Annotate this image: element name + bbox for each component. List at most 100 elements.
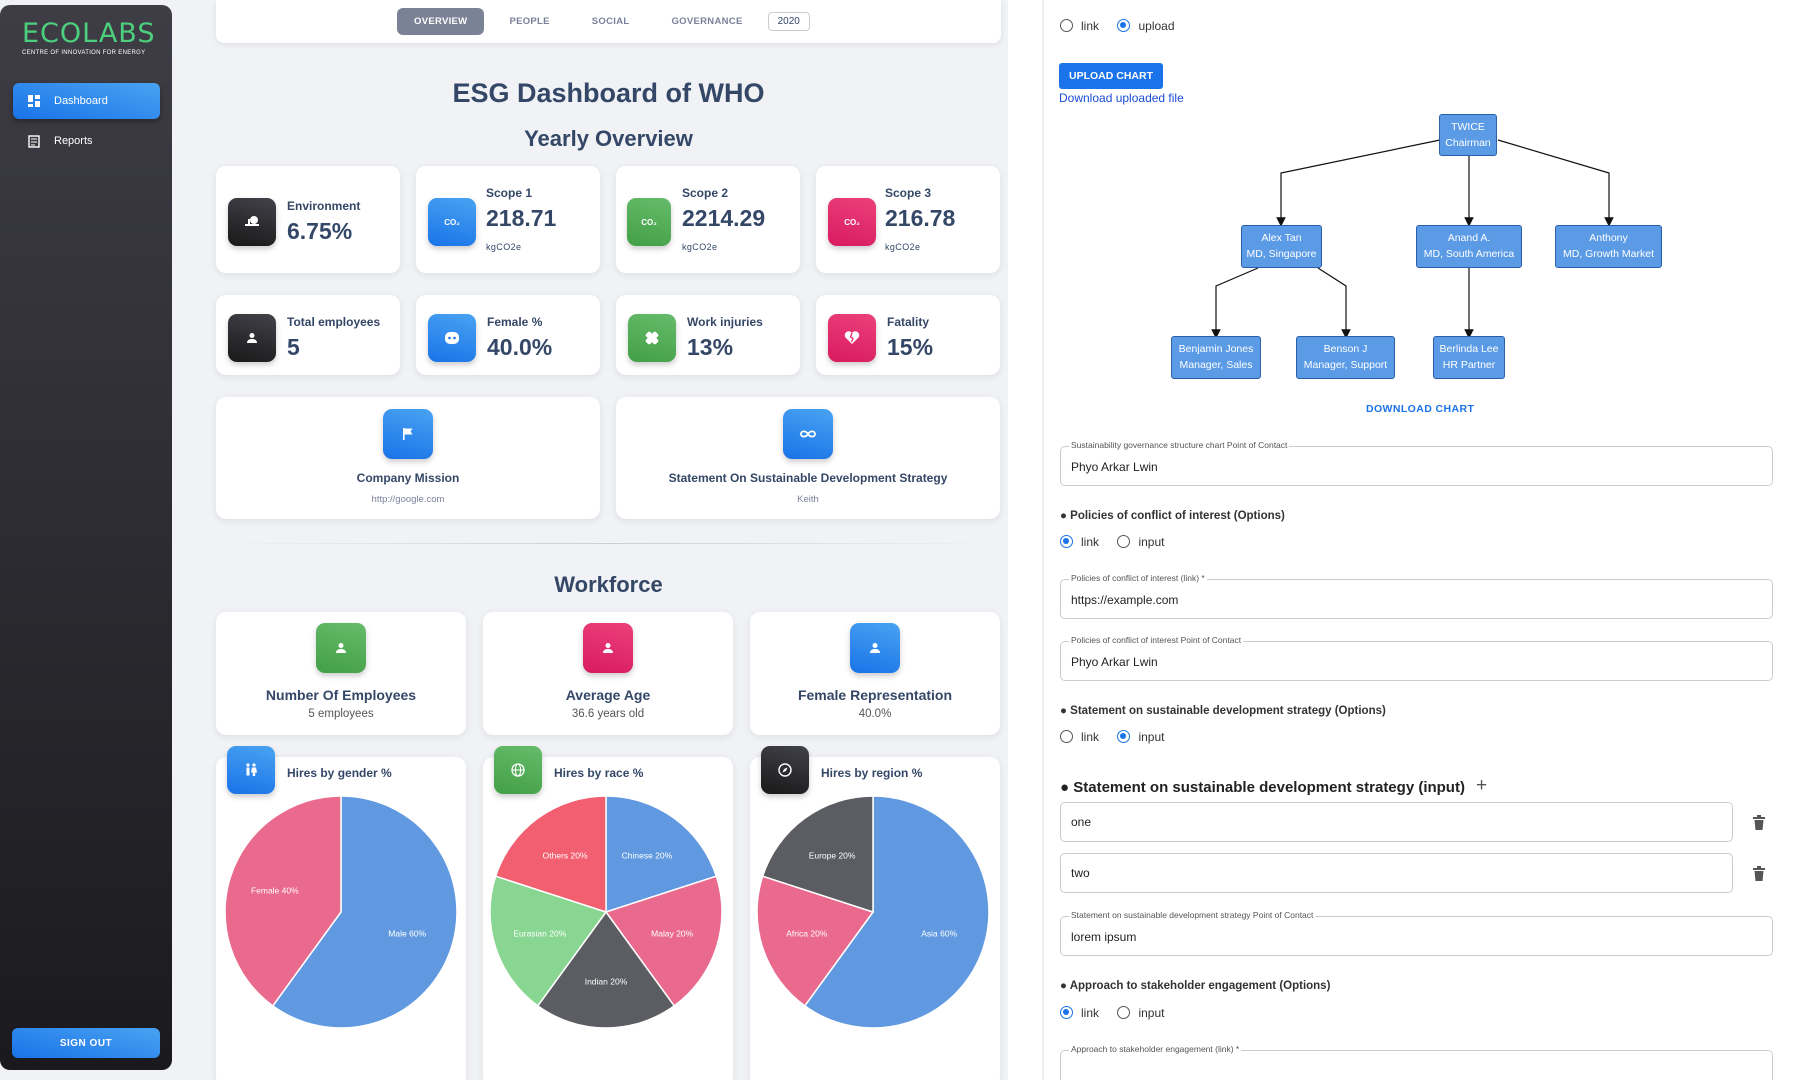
stat-label: Female % (487, 315, 543, 329)
org-node-a2[interactable]: Benson J Manager, Support (1296, 336, 1395, 379)
compass-icon (761, 746, 809, 794)
yearly-overview-title: Yearly Overview (524, 126, 693, 151)
sign-out-button[interactable]: SIGN OUT (12, 1028, 160, 1058)
org-node-c[interactable]: Anthony MD, Growth Market (1555, 225, 1662, 268)
sidebar-item-reports[interactable]: Reports (13, 123, 160, 159)
pie-slice-label: Malay 20% (651, 929, 693, 939)
face-icon (428, 314, 476, 362)
sidebar-item-dashboard[interactable]: Dashboard (13, 83, 160, 119)
panel-divider (1042, 0, 1044, 1080)
radio-label: upload (1138, 18, 1175, 33)
sds-input-title: ● Statement on sustainable development s… (1060, 779, 1465, 796)
radio-link[interactable] (1060, 730, 1073, 744)
environment-icon (228, 198, 276, 246)
sds-contact-field[interactable]: Statement on sustainable development str… (1060, 910, 1773, 956)
radio-link[interactable] (1060, 535, 1073, 549)
pie-slice-label: Female 40% (251, 885, 299, 895)
field-value: one (1071, 815, 1092, 829)
page-title: ESG Dashboard of WHO (452, 78, 765, 108)
download-uploaded-file-link[interactable]: Download uploaded file (1059, 91, 1184, 105)
radio-input[interactable] (1117, 535, 1131, 549)
pie-slice-label: Indian 20% (585, 977, 628, 987)
sidebar-item-label: Dashboard (54, 95, 108, 107)
field-value: Phyo Arkar Lwin (1071, 460, 1158, 474)
workforce-card-age: Average Age 36.6 years old (483, 612, 733, 735)
pie-slice-label: Eurasian 20% (513, 929, 566, 939)
sds-item-field[interactable]: two (1060, 853, 1733, 893)
org-node-b1[interactable]: Berlinda Lee HR Partner (1433, 336, 1505, 379)
pie-slice (756, 875, 875, 1007)
field-value: lorem ipsum (1071, 930, 1137, 944)
tab-governance[interactable]: GOVERNANCE (671, 16, 743, 27)
upload-chart-button[interactable]: UPLOAD CHART (1059, 63, 1163, 89)
chart-title: Hires by gender % (287, 766, 392, 780)
person-icon (316, 623, 366, 673)
org-node-b[interactable]: Anand A. MD, South America (1416, 225, 1522, 268)
coi-link-field[interactable]: Policies of conflict of interest (link) … (1060, 573, 1773, 619)
coi-options-title: ● Policies of conflict of interest (Opti… (1060, 510, 1285, 522)
tab-people[interactable]: PEOPLE (509, 16, 550, 27)
tab-social[interactable]: SOCIAL (591, 16, 630, 27)
stat-card-scope2: CO₂ Scope 2 2214.29 kgCO2e (616, 166, 800, 273)
dashboard-icon (27, 95, 40, 108)
trash-icon[interactable] (1752, 815, 1766, 830)
person-icon (583, 623, 633, 673)
chart-source-options: link upload (1060, 17, 1189, 35)
stat-label: Scope 1 (486, 186, 533, 200)
field-value: Phyo Arkar Lwin (1071, 655, 1158, 669)
radio-label: link (1081, 534, 1100, 549)
gender-icon (227, 746, 275, 794)
org-node-name: Benjamin Jones (1178, 343, 1254, 355)
card-title: Company Mission (356, 471, 460, 485)
download-chart-button[interactable]: DOWNLOAD CHART (1366, 403, 1475, 415)
field-label: Policies of conflict of interest (link) … (1069, 573, 1207, 583)
radio-label: input (1138, 534, 1165, 549)
tab-overview[interactable]: OVERVIEW (397, 8, 485, 35)
add-icon[interactable]: + (1476, 775, 1488, 796)
year-select[interactable]: 2020 (767, 12, 810, 31)
stat-value: 2214.29 (682, 205, 766, 231)
org-node-name: Alex Tan (1261, 232, 1302, 244)
region-pie-chart: Asia 60% Africa 20% Europe 20% (756, 795, 990, 1029)
stake-link-field[interactable]: Approach to stakeholder engagement (link… (1060, 1044, 1773, 1080)
stat-value: 6.75% (287, 218, 353, 244)
radio-link[interactable] (1060, 1006, 1073, 1020)
governance-contact-field[interactable]: Sustainability governance structure char… (1060, 440, 1773, 486)
co2-icon: CO₂ (428, 198, 476, 246)
field-value: https://example.com (1071, 593, 1179, 607)
org-node-name: Benson J (1323, 343, 1368, 355)
org-node-a[interactable]: Alex Tan MD, Singapore (1241, 225, 1322, 268)
company-mission-card[interactable]: Company Mission http://google.com (216, 397, 600, 519)
pie-slice (604, 875, 723, 1007)
radio-input[interactable] (1117, 730, 1131, 744)
stat-card-work-injuries: Work injuries 13% (616, 295, 800, 375)
stat-unit: kgCO2e (682, 242, 718, 252)
org-node-role: MD, Singapore (1246, 248, 1317, 260)
strategy-statement-card[interactable]: Statement On Sustainable Development Str… (616, 397, 1000, 519)
org-node-role: HR Partner (1442, 359, 1496, 371)
org-node-role: Manager, Sales (1179, 359, 1253, 371)
coi-contact-field[interactable]: Policies of conflict of interest Point o… (1060, 635, 1773, 681)
section-title: Statement on sustainable development str… (1073, 779, 1465, 796)
org-chart-connectors (1211, 139, 1614, 339)
section-title: Statement on sustainable development str… (1070, 705, 1386, 717)
field-label: Sustainability governance structure char… (1069, 440, 1290, 450)
radio-link[interactable] (1060, 19, 1073, 33)
card-subtitle: 5 employees (308, 708, 374, 720)
radio-input[interactable] (1117, 1006, 1131, 1020)
co2-icon: CO₂ (627, 198, 671, 246)
flag-icon (383, 409, 433, 459)
org-node-a1[interactable]: Benjamin Jones Manager, Sales (1171, 336, 1261, 379)
org-node-root[interactable]: TWICE Chairman (1439, 114, 1497, 156)
trash-icon[interactable] (1752, 866, 1766, 881)
globe-icon (494, 746, 542, 794)
sds-item-field[interactable]: one (1060, 802, 1733, 842)
stat-label: Environment (287, 199, 361, 213)
org-node-role: MD, Growth Market (1562, 248, 1654, 260)
card-subtitle: http://google.com (371, 494, 445, 505)
stat-value: 15% (887, 334, 934, 360)
stat-value: 13% (687, 334, 734, 360)
infinity-icon (783, 409, 833, 459)
pie-slice-label: Others 20% (543, 851, 588, 861)
radio-upload[interactable] (1117, 19, 1131, 33)
